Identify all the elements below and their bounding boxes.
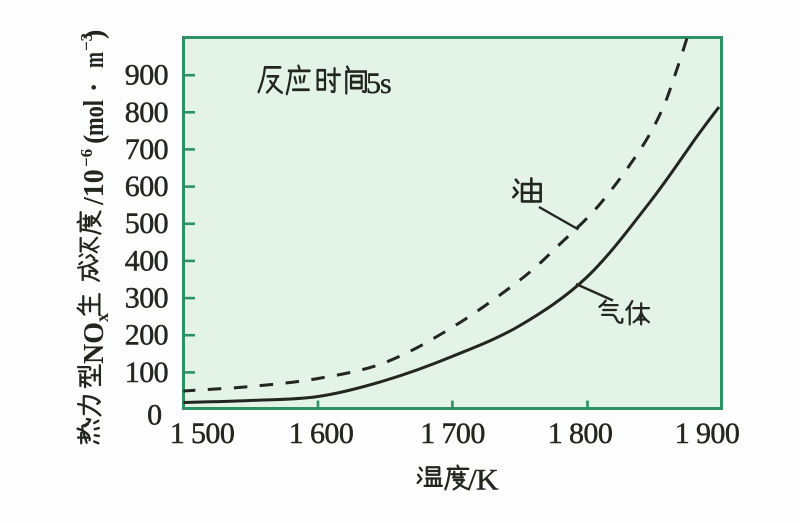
svg-text:5s: 5s — [366, 67, 391, 100]
svg-text:800: 800 — [125, 96, 168, 129]
svg-text:400: 400 — [125, 244, 168, 277]
svg-text:/10−6(mol·m−3): /10−6(mol·m−3) — [77, 30, 110, 206]
svg-text:1 800: 1 800 — [548, 417, 613, 450]
svg-text:1 700: 1 700 — [420, 417, 485, 450]
svg-text:600: 600 — [125, 170, 168, 203]
svg-text:900: 900 — [125, 59, 168, 92]
svg-text:1 900: 1 900 — [675, 417, 740, 450]
svg-text:500: 500 — [125, 207, 168, 240]
svg-text:100: 100 — [125, 356, 168, 389]
svg-text:0: 0 — [147, 399, 161, 432]
svg-text:NOx: NOx — [79, 313, 112, 364]
svg-text:1 600: 1 600 — [289, 417, 354, 450]
svg-text:300: 300 — [125, 282, 168, 315]
svg-text:1 500: 1 500 — [170, 417, 235, 450]
svg-text:700: 700 — [125, 133, 168, 166]
svg-text:200: 200 — [125, 319, 168, 352]
svg-text:/K: /K — [468, 464, 499, 497]
